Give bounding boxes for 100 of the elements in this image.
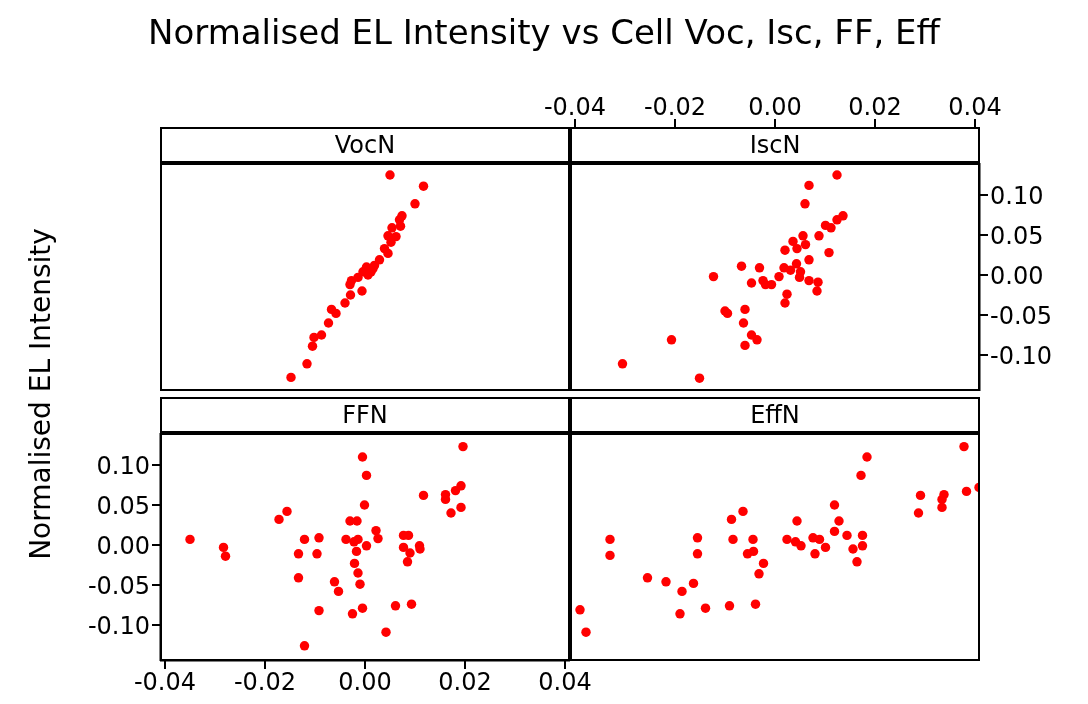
point — [792, 516, 802, 526]
y-tick-label: 0.05 — [990, 221, 1044, 250]
y-tick-label: -0.10 — [87, 611, 150, 640]
point — [341, 534, 351, 545]
point — [740, 340, 750, 351]
point — [299, 534, 310, 545]
point — [331, 308, 341, 319]
point — [353, 568, 363, 578]
point — [724, 601, 735, 611]
y-tick-label: 0.05 — [96, 491, 150, 520]
point — [857, 541, 868, 551]
point — [446, 508, 456, 518]
point — [794, 272, 805, 283]
point — [357, 603, 368, 613]
point — [780, 245, 790, 255]
point — [820, 542, 831, 553]
point — [834, 516, 844, 526]
point — [361, 470, 372, 481]
point — [738, 318, 749, 328]
chart-title: IscN — [570, 127, 980, 163]
point — [937, 502, 947, 513]
point — [274, 514, 284, 525]
point — [405, 548, 415, 558]
point — [402, 557, 413, 567]
x-tick-label: 0.00 — [748, 93, 802, 121]
point — [286, 372, 296, 383]
x-tick-label: 0.02 — [438, 668, 492, 697]
point — [782, 534, 792, 545]
point — [450, 485, 461, 496]
point — [458, 441, 468, 452]
y-tick-label: -0.10 — [990, 341, 1053, 370]
point — [708, 271, 719, 282]
point — [736, 261, 747, 271]
x-tick-label: 0.00 — [338, 668, 392, 697]
point — [351, 546, 362, 557]
point — [728, 534, 738, 545]
point — [456, 502, 466, 513]
point — [754, 263, 765, 273]
point — [323, 318, 334, 328]
point — [398, 542, 409, 553]
point — [418, 181, 429, 191]
point — [813, 277, 823, 287]
y-tick-label: 0.10 — [990, 181, 1044, 210]
point — [302, 359, 312, 369]
point — [726, 514, 737, 525]
point — [862, 452, 872, 462]
point — [333, 586, 344, 597]
point — [581, 627, 591, 637]
point — [185, 534, 195, 545]
point — [371, 525, 381, 536]
x-tick-label: 0.04 — [948, 93, 1002, 121]
point — [359, 500, 370, 510]
point — [750, 599, 761, 609]
y-tick-label: 0.00 — [990, 261, 1044, 290]
point — [385, 170, 395, 180]
point — [347, 609, 358, 619]
y-tick-label: 0.00 — [96, 531, 150, 560]
point — [788, 236, 798, 247]
point — [842, 530, 852, 541]
point — [383, 248, 393, 259]
point — [617, 359, 628, 369]
point — [357, 452, 368, 462]
point — [810, 549, 820, 559]
point — [792, 243, 802, 254]
point — [314, 533, 324, 543]
x-tick-label: -0.02 — [643, 93, 707, 121]
point — [349, 558, 360, 569]
point — [692, 549, 703, 559]
point — [959, 441, 969, 452]
point — [758, 558, 769, 569]
point — [832, 215, 842, 225]
point — [796, 541, 806, 551]
x-tick-label: -0.04 — [133, 668, 197, 697]
point — [829, 526, 840, 537]
point — [694, 373, 705, 383]
point — [282, 506, 292, 517]
point — [677, 586, 687, 597]
y-tick-label: 0.10 — [96, 451, 150, 480]
point — [605, 550, 615, 561]
point — [785, 265, 796, 275]
point — [937, 494, 947, 505]
x-tick-label: 0.04 — [538, 668, 592, 697]
point — [352, 516, 362, 526]
point — [738, 506, 748, 517]
point — [605, 534, 615, 545]
point — [692, 533, 703, 543]
point — [381, 627, 391, 637]
point — [829, 500, 840, 510]
x-tick-label: -0.02 — [233, 668, 297, 697]
point — [746, 278, 757, 288]
point — [642, 573, 653, 583]
point — [780, 298, 790, 308]
point — [340, 298, 350, 308]
point — [800, 199, 810, 209]
point — [395, 221, 406, 231]
point — [748, 546, 759, 557]
x-tick-label: -0.04 — [543, 93, 607, 121]
chart-title: EffN — [570, 397, 980, 433]
point — [832, 170, 842, 180]
point — [361, 541, 372, 551]
